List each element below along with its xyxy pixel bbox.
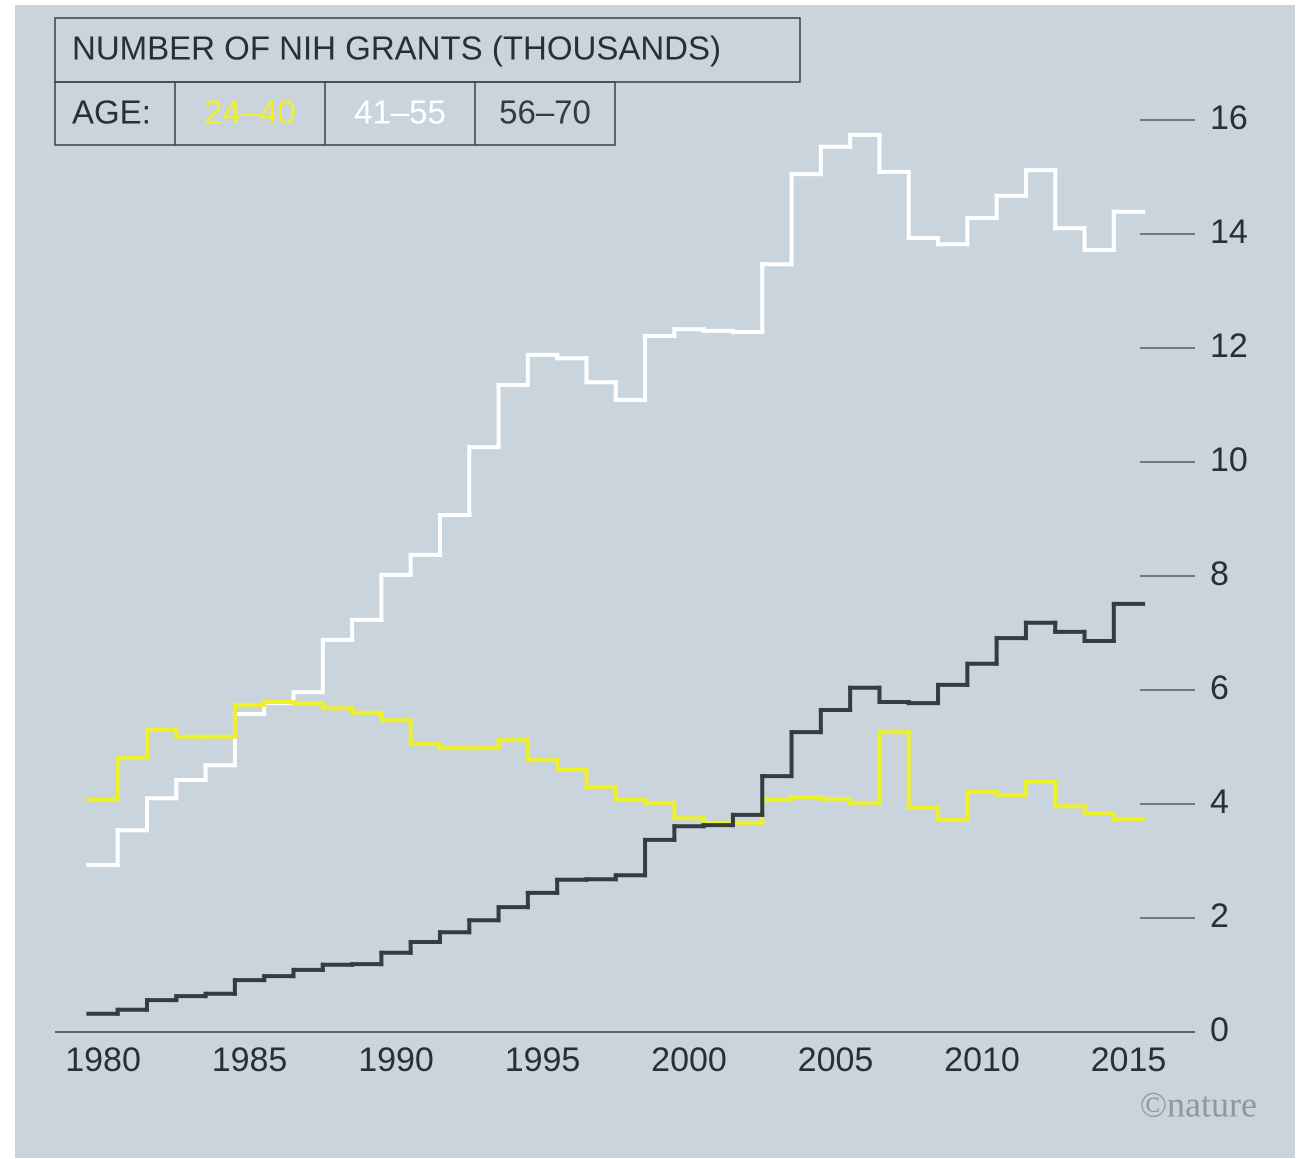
x-tick-label: 1985 (212, 1041, 288, 1079)
y-tick-label: 8 (1210, 555, 1229, 593)
x-tick-label: 2000 (651, 1041, 727, 1079)
x-tick-label: 2015 (1091, 1041, 1167, 1079)
y-tick-label: 16 (1210, 99, 1248, 137)
background (15, 5, 1295, 1158)
y-tick-label: 0 (1210, 1011, 1229, 1049)
chart-title: NUMBER OF NIH GRANTS (THOUSANDS) (72, 30, 721, 67)
legend-label: 56–70 (499, 94, 591, 131)
y-tick-label: 12 (1210, 327, 1248, 365)
y-tick-label: 2 (1210, 897, 1229, 935)
y-tick-label: 10 (1210, 441, 1248, 479)
x-tick-label: 1980 (65, 1041, 141, 1079)
legend-label: 41–55 (354, 94, 446, 131)
x-tick-label: 2005 (798, 1041, 874, 1079)
credit: ©nature (1140, 1084, 1257, 1124)
x-tick-label: 1990 (358, 1041, 434, 1079)
y-tick-label: 4 (1210, 783, 1229, 821)
legend-label: 24–40 (204, 94, 296, 131)
y-tick-label: 14 (1210, 213, 1248, 251)
legend-box (54, 81, 616, 146)
x-tick-label: 2010 (944, 1041, 1020, 1079)
y-tick-label: 6 (1210, 669, 1229, 707)
x-tick-label: 1995 (505, 1041, 581, 1079)
legend-title: AGE: (72, 94, 151, 131)
